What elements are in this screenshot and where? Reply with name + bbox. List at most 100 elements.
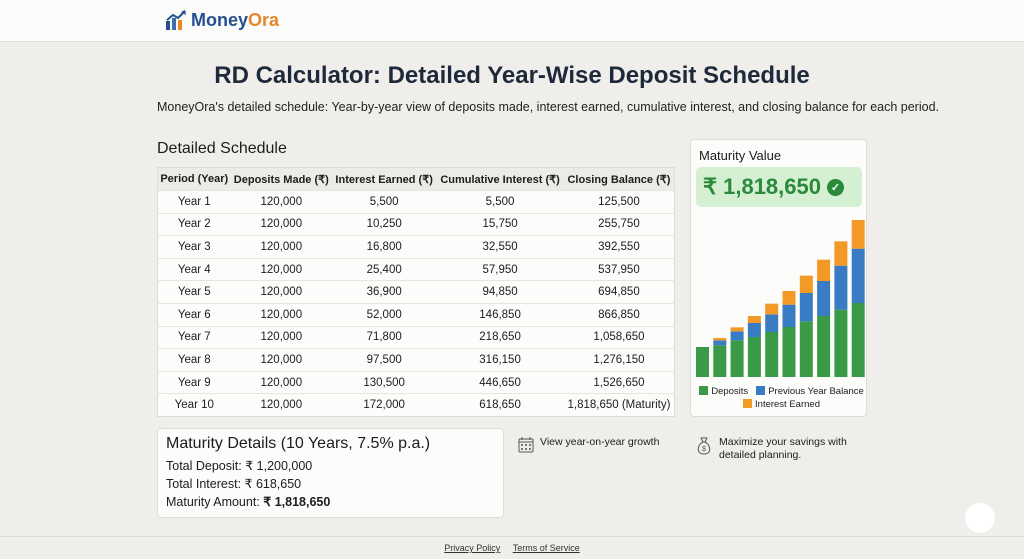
growth-chart-logo-icon xyxy=(166,10,186,30)
table-cell: 618,650 xyxy=(436,393,564,417)
column-header: Interest Earned (₹) xyxy=(332,167,437,191)
bar-previous-year-balance-4 xyxy=(747,323,761,337)
total-deposit: Total Deposit: ₹ 1,200,000 xyxy=(166,459,313,473)
bar-previous-year-balance-10 xyxy=(851,248,865,303)
table-cell: 130,500 xyxy=(332,370,437,394)
table-cell: 15,750 xyxy=(436,212,564,236)
table-cell: Year 8 xyxy=(157,348,231,372)
table-cell: 5,500 xyxy=(436,190,564,214)
chat-bubble-button[interactable] xyxy=(965,503,995,533)
feature-savings: $ Maximize your savings with detailed pl… xyxy=(695,436,855,462)
feature-growth: View year-on-year growth xyxy=(518,436,659,453)
table-row: Year 8 120,000 97,500 316,150 1,276,150 xyxy=(157,348,675,372)
table-header-row: Period (Year) Deposits Made (₹) Interest… xyxy=(157,167,675,191)
page-title: RD Calculator: Detailed Year-Wise Deposi… xyxy=(214,62,810,89)
table-cell: 1,526,650 xyxy=(563,370,675,394)
bar-interest-earned-5 xyxy=(765,303,779,315)
bar-deposits-8 xyxy=(817,316,831,377)
bar-deposits-6 xyxy=(782,327,796,377)
table-cell: 1,058,650 xyxy=(563,325,675,349)
bar-interest-earned-6 xyxy=(782,291,796,305)
table-cell: 392,550 xyxy=(563,235,675,259)
table-cell: 120,000 xyxy=(230,280,333,304)
bar-interest-earned-7 xyxy=(799,275,813,293)
bar-previous-year-balance-3 xyxy=(730,331,744,341)
table-cell: 537,950 xyxy=(563,257,675,281)
table-cell: 5,500 xyxy=(332,190,437,214)
feature-text: View year-on-year growth xyxy=(540,436,660,448)
calendar-icon xyxy=(518,437,534,453)
table-cell: 25,400 xyxy=(332,257,437,281)
table-cell: 694,850 xyxy=(563,280,675,304)
legend-item-deposits: Deposits xyxy=(699,386,748,397)
table-row: Year 5 120,000 36,900 94,850 694,850 xyxy=(157,280,675,304)
bar-deposits-5 xyxy=(765,332,779,377)
bar-interest-earned-3 xyxy=(730,327,744,332)
table-cell: 446,650 xyxy=(436,370,564,394)
chart-legend: Deposits Previous Year Balance Interest … xyxy=(699,386,864,410)
table-cell: 32,550 xyxy=(436,235,564,259)
maturity-details-card: Maturity Details (10 Years, 7.5% p.a.) T… xyxy=(157,428,504,518)
table-row: Year 2 120,000 10,250 15,750 255,750 xyxy=(157,212,675,236)
logo[interactable]: MoneyOra xyxy=(165,9,279,31)
bar-deposits-10 xyxy=(851,303,865,377)
schedule-table: Period (Year) Deposits Made (₹) Interest… xyxy=(157,167,675,417)
table-cell: 120,000 xyxy=(230,235,333,259)
table-cell: Year 10 xyxy=(157,393,231,417)
table-cell: Year 6 xyxy=(157,302,231,327)
bar-deposits-7 xyxy=(799,321,813,377)
table-cell: 36,900 xyxy=(332,280,437,304)
legend-item-previous-balance: Previous Year Balance xyxy=(756,386,864,397)
table-cell: 16,800 xyxy=(332,235,437,259)
table-row: Year 9 120,000 130,500 446,650 1,526,650 xyxy=(157,370,675,394)
maturity-value: ₹ 1,818,650 xyxy=(703,174,821,199)
stacked-bar-chart xyxy=(696,220,865,377)
money-bag-icon: $ xyxy=(697,437,711,455)
bar-deposits-4 xyxy=(747,337,761,377)
maturity-details-title: Maturity Details (10 Years, 7.5% p.a.) xyxy=(166,435,431,452)
bar-previous-year-balance-9 xyxy=(834,265,848,310)
total-interest: Total Interest: ₹ 618,650 xyxy=(166,477,302,491)
table-cell: 255,750 xyxy=(563,212,675,236)
table-cell: 120,000 xyxy=(230,302,333,327)
svg-text:$: $ xyxy=(702,446,706,453)
bar-previous-year-balance-6 xyxy=(782,304,796,327)
table-cell: Year 1 xyxy=(157,190,231,214)
table-cell: 120,000 xyxy=(230,257,333,281)
table-cell: 125,500 xyxy=(563,190,675,214)
table-cell: 94,850 xyxy=(436,280,564,304)
page-subtitle: MoneyOra's detailed schedule: Year-by-ye… xyxy=(157,100,939,114)
schedule-title: Detailed Schedule xyxy=(157,140,287,157)
table-row: Year 10 120,000 172,000 618,650 1,818,650 (M… xyxy=(157,393,675,417)
bar-deposits-9 xyxy=(834,309,848,377)
terms-of-service-link[interactable]: Terms of Service xyxy=(512,543,580,553)
check-circle-icon: ✓ xyxy=(826,178,844,196)
table-cell: 120,000 xyxy=(230,348,333,372)
bar-deposits-1 xyxy=(696,347,709,377)
table-row: Year 3 120,000 16,800 32,550 392,550 xyxy=(157,235,675,259)
bar-interest-earned-2 xyxy=(713,338,727,341)
logo-text-ora: Ora xyxy=(248,9,280,30)
table-cell: Year 7 xyxy=(157,325,231,349)
bar-previous-year-balance-7 xyxy=(799,293,813,322)
privacy-policy-link[interactable]: Privacy Policy xyxy=(444,543,501,553)
column-header: Period (Year) xyxy=(157,167,231,191)
bar-deposits-2 xyxy=(713,345,727,377)
table-cell: 1,276,150 xyxy=(563,348,675,372)
table-cell: 10,250 xyxy=(332,212,437,236)
table-cell: 146,850 xyxy=(436,302,564,327)
feature-text: Maximize your savings with detailed plan… xyxy=(719,436,847,461)
table-cell: 52,000 xyxy=(332,302,437,327)
bar-interest-earned-4 xyxy=(747,316,761,323)
bar-previous-year-balance-8 xyxy=(817,281,831,316)
table-row: Year 4 120,000 25,400 57,950 537,950 xyxy=(157,257,675,281)
table-cell: 172,000 xyxy=(332,393,437,417)
table-cell: Year 4 xyxy=(157,257,231,281)
table-cell: 71,800 xyxy=(332,325,437,349)
table-cell: 57,950 xyxy=(436,257,564,281)
maturity-value-box: ₹ 1,818,650 ✓ xyxy=(696,167,862,207)
maturity-amount: Maturity Amount: ₹ 1,818,650 xyxy=(166,495,331,509)
logo-text-money: Money xyxy=(191,9,249,30)
maturity-value-label: Maturity Value xyxy=(699,148,782,163)
table-cell: 120,000 xyxy=(230,370,333,394)
